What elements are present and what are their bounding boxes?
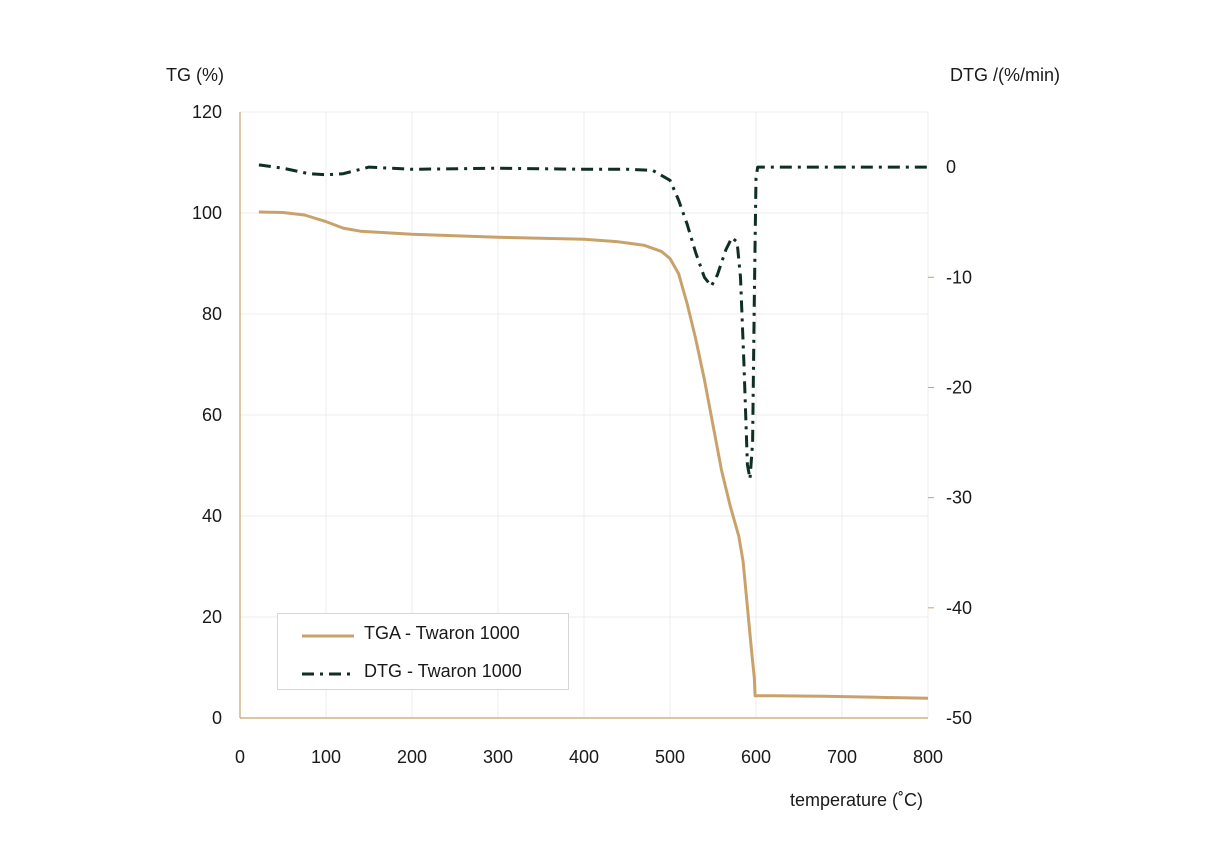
- x-tick-label: 400: [569, 747, 599, 767]
- y-left-tick-label: 20: [202, 607, 222, 627]
- y-left-tick-label: 40: [202, 506, 222, 526]
- legend-label-tga: TGA - Twaron 1000: [364, 623, 520, 643]
- y-right-tick-label: -40: [946, 598, 972, 618]
- y-left-tick-label: 60: [202, 405, 222, 425]
- x-tick-label: 200: [397, 747, 427, 767]
- tick-labels: 0 100 200 300 400 500 600 700 800 0 20 40 60 80 100 120…: [192, 102, 972, 767]
- y-left-tick-label: 0: [212, 708, 222, 728]
- y-right-tick-label: -50: [946, 708, 972, 728]
- legend-label-dtg: DTG - Twaron 1000: [364, 661, 522, 681]
- legend: TGA - Twaron 1000 DTG - Twaron 1000: [277, 613, 569, 690]
- y-right-axis-title: DTG /(%/min): [950, 65, 1060, 85]
- y-left-tick-label: 100: [192, 203, 222, 223]
- legend-item-tga: TGA - Twaron 1000: [278, 620, 568, 650]
- y-left-tick-label: 80: [202, 304, 222, 324]
- y-right-tick-label: -20: [946, 377, 972, 397]
- legend-item-dtg: DTG - Twaron 1000: [278, 658, 568, 688]
- legend-swatch-dtg: [302, 672, 354, 676]
- y-right-tick-label: 0: [946, 157, 956, 177]
- x-axis-title: temperature (˚C): [790, 790, 923, 810]
- x-tick-label: 600: [741, 747, 771, 767]
- series-line-tga: [258, 210, 929, 700]
- y-right-tick-label: -30: [946, 488, 972, 508]
- x-tick-label: 800: [913, 747, 943, 767]
- series: [258, 163, 929, 700]
- series-line-dtg: [258, 163, 928, 481]
- x-tick-label: 700: [827, 747, 857, 767]
- x-tick-label: 100: [311, 747, 341, 767]
- x-tick-label: 500: [655, 747, 685, 767]
- grid: [240, 111, 929, 718]
- y-right-tick-label: -10: [946, 267, 972, 287]
- y-left-tick-label: 120: [192, 102, 222, 122]
- axes: [239, 112, 928, 719]
- x-tick-label: 300: [483, 747, 513, 767]
- legend-swatch-tga: [302, 634, 354, 638]
- x-tick-label: 0: [235, 747, 245, 767]
- y-left-axis-title: TG (%): [166, 65, 224, 85]
